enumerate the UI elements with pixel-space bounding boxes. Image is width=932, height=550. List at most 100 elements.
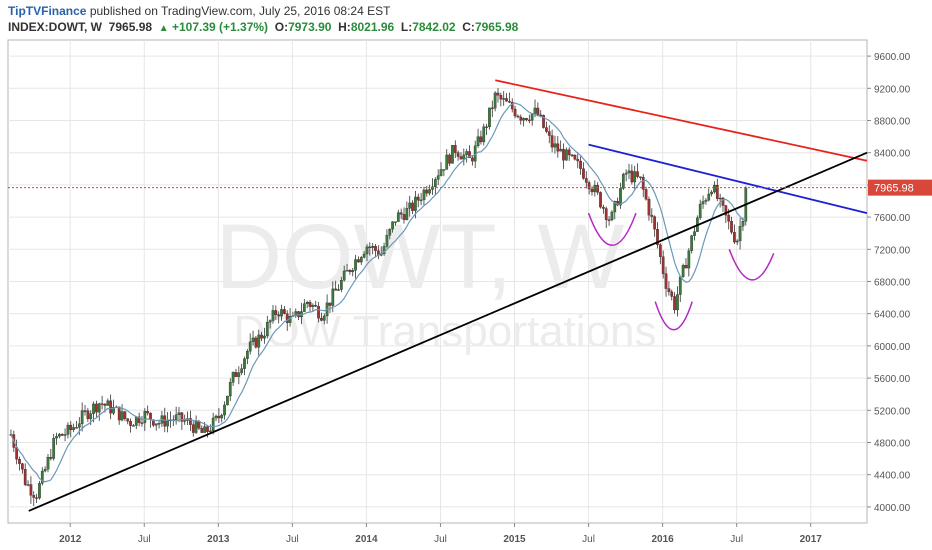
candle-body — [587, 182, 591, 190]
y-tick-label: 9200.00 — [874, 84, 911, 95]
candle-body — [701, 201, 705, 205]
candle-body — [177, 412, 181, 415]
candle-body — [163, 415, 167, 427]
watermark-symbol: DOWT, W — [216, 206, 625, 308]
candle-body — [120, 411, 124, 421]
candle-body — [408, 202, 412, 209]
candle-body — [342, 270, 346, 281]
candle-body — [254, 337, 258, 348]
close-value: 7965.98 — [474, 20, 519, 34]
candle-body — [246, 350, 249, 359]
candle-body — [428, 189, 431, 194]
candle-body — [77, 423, 81, 428]
candle-body — [60, 433, 64, 436]
candle-body — [522, 118, 525, 121]
candle-body — [283, 309, 286, 314]
candle-body — [727, 215, 731, 222]
y-axis: 4000.00 4400.00 4800.00 5200.00 5600.00 6000.… — [867, 52, 911, 514]
candle-body — [75, 427, 78, 429]
candle-body — [419, 199, 423, 202]
candle-body — [499, 95, 503, 100]
y-tick-label: 4800.00 — [874, 439, 911, 450]
candle-body — [89, 413, 93, 420]
brand-link[interactable]: TipTVFinance — [8, 4, 87, 18]
y-tick-label: 6400.00 — [874, 310, 911, 321]
candle-body — [570, 154, 574, 157]
candle-body — [639, 176, 642, 178]
candle-body — [243, 358, 246, 369]
candle-body — [311, 305, 315, 307]
candle-body — [345, 270, 349, 272]
candle-body — [647, 199, 651, 216]
candle-body — [485, 126, 488, 128]
x-tick-label: Jul — [730, 534, 743, 545]
candle-body — [490, 107, 494, 110]
x-tick-label: Jul — [138, 534, 151, 545]
candle-body — [658, 244, 662, 257]
candle-body — [718, 197, 722, 200]
candle-body — [433, 179, 437, 187]
candle-body — [602, 206, 605, 209]
candle-body — [180, 412, 184, 422]
candle-body — [710, 191, 713, 195]
x-tick-label: Jul — [286, 534, 299, 545]
candle-body — [656, 229, 659, 245]
candle-body — [405, 208, 409, 220]
candle-body — [519, 116, 523, 121]
candle-body — [479, 136, 483, 143]
candle-body — [576, 159, 580, 162]
candle-body — [508, 101, 511, 103]
candle-body — [106, 400, 110, 406]
candle-body — [248, 341, 252, 352]
candle-body — [681, 265, 685, 277]
x-axis: 2012 Jul 2013 Jul 2014 Jul 2015 Jul 2016 Jul 2017 — [59, 523, 822, 545]
candle-body — [713, 184, 716, 193]
candle-body — [58, 433, 61, 437]
candle-body — [385, 235, 389, 247]
candle-body — [280, 309, 283, 317]
candle-body — [630, 170, 634, 183]
price-badge-label: 7965.98 — [874, 183, 914, 195]
candle-body — [21, 463, 24, 470]
candle-body — [547, 131, 551, 136]
candle-body — [348, 270, 352, 273]
left-shoulder-arc — [587, 212, 637, 246]
candle-body — [140, 422, 144, 424]
candle-body — [200, 428, 204, 433]
candle-body — [63, 434, 67, 436]
candle-body — [183, 420, 187, 422]
candle-body — [265, 322, 269, 337]
candle-body — [465, 151, 469, 155]
candle-body — [399, 212, 403, 215]
candle-body — [86, 410, 90, 420]
candle-body — [174, 414, 178, 420]
candle-body — [584, 178, 588, 183]
candle-body — [103, 403, 107, 406]
candle-body — [257, 334, 261, 348]
candle-body — [95, 403, 98, 413]
candle-body — [422, 189, 426, 201]
candle-body — [132, 425, 135, 427]
candle-body — [721, 197, 725, 206]
candle-body — [567, 149, 571, 156]
close-label: C: — [462, 20, 475, 34]
last-value: 7965.98 — [108, 20, 153, 34]
candle-body — [416, 196, 420, 201]
candle-body — [260, 334, 263, 339]
candle-body — [442, 169, 446, 171]
candle-body — [322, 315, 326, 321]
candle-body — [18, 458, 21, 464]
candle-body — [208, 430, 212, 433]
candle-body — [411, 202, 414, 211]
publish-line: TipTVFinance published on TradingView.co… — [8, 3, 390, 19]
candle-body — [610, 211, 614, 221]
x-tick-label: 2015 — [503, 534, 526, 545]
candle-body — [26, 484, 30, 486]
candle-body — [40, 470, 44, 484]
candle-body — [206, 426, 209, 432]
candle-body — [331, 288, 335, 306]
candle-body — [66, 424, 70, 435]
candle-body — [368, 246, 372, 249]
candle-body — [396, 212, 400, 222]
